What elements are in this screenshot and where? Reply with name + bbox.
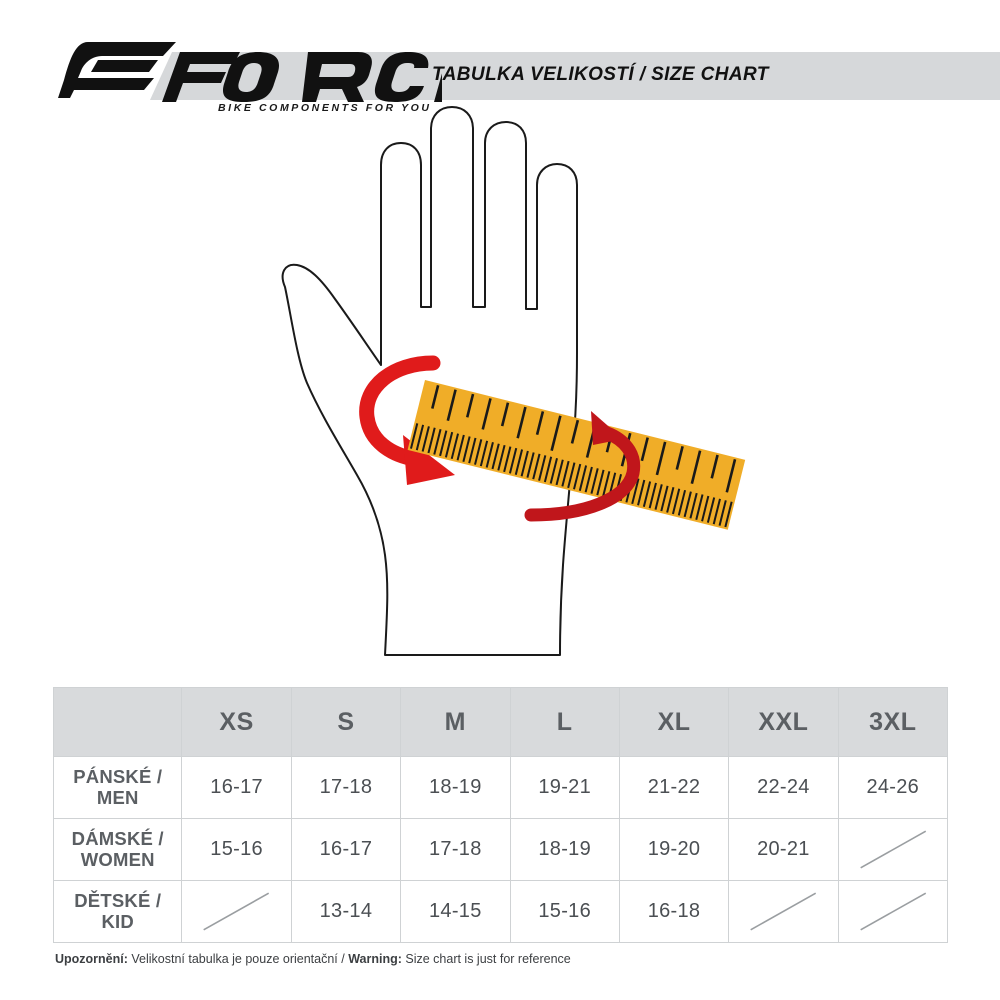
- row-label-kid: DĚTSKÉ / KID: [52, 880, 183, 943]
- column-header-xxl: XXL: [728, 687, 839, 757]
- force-logo-tagline: BIKE COMPONENTS FOR YOU: [218, 102, 432, 114]
- row-label-men-en: MEN: [96, 786, 139, 808]
- table-row: DÁMSKÉ / WOMEN 15-16 16-17 17-18 18-19 1…: [52, 818, 949, 881]
- table-corner-cell: [52, 687, 183, 757]
- hand-outline-icon: [281, 106, 578, 656]
- warning-text-en: Size chart is just for reference: [401, 952, 571, 966]
- diagonal-slash-icon: [839, 881, 947, 942]
- cell-kid-l: 15-16: [509, 880, 620, 943]
- table-row: PÁNSKÉ / MEN 16-17 17-18 18-19 19-21 21-…: [52, 756, 949, 819]
- cell-kid-3xl-unavailable: [837, 880, 949, 943]
- table-row: DĚTSKÉ / KID 13-14 14-15 15-16 16-18: [52, 880, 949, 943]
- row-label-kid-cs: DĚTSKÉ /: [74, 889, 162, 911]
- column-header-s: S: [290, 687, 402, 757]
- cell-men-m: 18-19: [400, 756, 511, 819]
- row-label-men-cs: PÁNSKÉ /: [73, 765, 163, 787]
- cell-kid-s: 13-14: [290, 880, 402, 943]
- column-header-3xl: 3XL: [837, 687, 949, 757]
- row-label-women-cs: DÁMSKÉ /: [71, 827, 164, 849]
- size-chart-table: XS S M L XL XXL 3XL PÁNSKÉ / MEN 16-17 1…: [52, 687, 949, 943]
- footer-warning-note: Upozornění: Velikostní tabulka je pouze …: [55, 952, 571, 966]
- diagonal-slash-icon: [839, 819, 947, 880]
- force-logo-mark-icon: [58, 42, 176, 98]
- cell-women-m: 17-18: [400, 818, 511, 881]
- column-header-xl: XL: [618, 687, 730, 757]
- cell-men-xs: 16-17: [181, 756, 292, 819]
- hand-measurement-illustration: [281, 106, 746, 656]
- column-header-m: M: [400, 687, 511, 757]
- page-title: TABULKA VELIKOSTÍ / SIZE CHART: [432, 64, 769, 85]
- page-header: BIKE COMPONENTS FOR YOU TABULKA VELIKOST…: [0, 0, 1000, 130]
- warning-label-en: Warning:: [348, 952, 402, 966]
- table-header-row: XS S M L XL XXL 3XL: [52, 687, 949, 757]
- cell-kid-xl: 16-18: [618, 880, 730, 943]
- cell-men-3xl: 24-26: [837, 756, 949, 819]
- force-logo: BIKE COMPONENTS FOR YOU: [58, 40, 442, 120]
- cell-women-s: 16-17: [290, 818, 402, 881]
- cell-women-l: 18-19: [509, 818, 620, 881]
- diagonal-slash-icon: [182, 881, 290, 942]
- cell-women-xs: 15-16: [181, 818, 292, 881]
- cell-women-xxl: 20-21: [728, 818, 839, 881]
- row-label-women-en: WOMEN: [80, 848, 155, 870]
- diagonal-slash-icon: [729, 881, 837, 942]
- column-header-xs: XS: [181, 687, 292, 757]
- warning-text-cs: Velikostní tabulka je pouze orientační /: [127, 952, 349, 966]
- warning-label-cs: Upozornění:: [55, 952, 128, 966]
- cell-kid-m: 14-15: [400, 880, 511, 943]
- row-label-kid-en: KID: [101, 910, 134, 932]
- cell-kid-xxl-unavailable: [728, 880, 839, 943]
- cell-women-3xl-unavailable: [837, 818, 949, 881]
- row-label-women: DÁMSKÉ / WOMEN: [52, 818, 183, 881]
- cell-men-l: 19-21: [509, 756, 620, 819]
- curved-arrow-right-icon: [524, 411, 641, 522]
- column-header-l: L: [509, 687, 620, 757]
- cell-men-s: 17-18: [290, 756, 402, 819]
- row-label-men: PÁNSKÉ / MEN: [52, 756, 183, 819]
- force-logo-wordmark-icon: [162, 52, 442, 102]
- cell-women-xl: 19-20: [618, 818, 730, 881]
- cell-men-xxl: 22-24: [728, 756, 839, 819]
- cell-kid-xs-unavailable: [181, 880, 292, 943]
- header-gray-band: [150, 52, 1000, 100]
- cell-men-xl: 21-22: [618, 756, 730, 819]
